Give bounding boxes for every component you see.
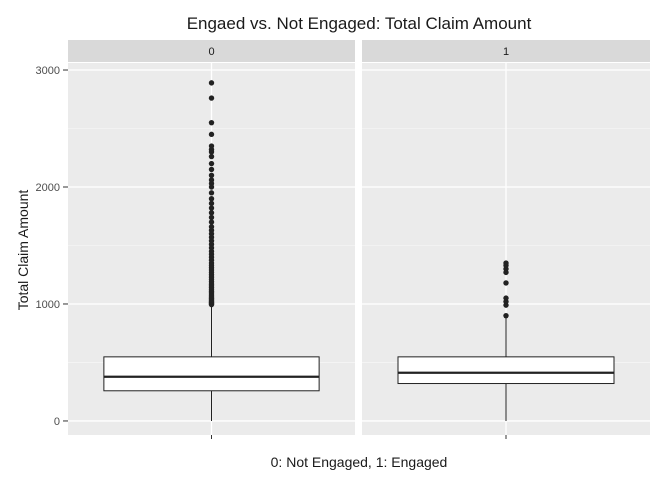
- outlier-point: [208, 210, 215, 216]
- outlier-point: [208, 160, 215, 167]
- outlier-point: [503, 280, 509, 286]
- y-tick-label: 2000: [36, 182, 60, 194]
- y-tick-label: 3000: [36, 65, 60, 77]
- facet-panel-1: 1: [362, 40, 650, 439]
- facet-strip-label: 0: [208, 46, 214, 58]
- box: [397, 356, 615, 385]
- y-axis-label: Total Claim Amount: [15, 190, 31, 311]
- chart-title: Engaed vs. Not Engaged: Total Claim Amou…: [187, 14, 532, 33]
- outlier-point: [208, 190, 215, 196]
- outlier-point: [503, 260, 509, 266]
- outlier-point: [208, 153, 215, 160]
- outlier-point: [208, 200, 215, 207]
- facet-strip: [362, 40, 650, 62]
- facet-panel-0: 0: [68, 40, 355, 439]
- outlier-point: [208, 205, 215, 211]
- outlier-point: [208, 143, 215, 149]
- outlier-point: [208, 119, 215, 126]
- outlier-point: [208, 214, 215, 221]
- outlier-point: [208, 195, 215, 202]
- y-tick-label: 1000: [36, 299, 60, 311]
- outlier-point: [208, 219, 215, 225]
- outlier-point: [503, 312, 509, 319]
- y-tick-label: 0: [54, 416, 60, 428]
- facet-strip-label: 1: [503, 46, 509, 58]
- outlier-point: [208, 166, 215, 173]
- outlier-point: [208, 177, 215, 183]
- outlier-point: [208, 80, 215, 86]
- x-axis-label: 0: Not Engaged, 1: Engaged: [271, 454, 448, 470]
- outlier-point: [208, 172, 215, 179]
- facet-strip: [68, 40, 355, 62]
- outlier-point: [208, 131, 215, 138]
- facet-panels: 0 1000 2000 3000 0 1: [36, 40, 650, 439]
- outlier-point: [208, 224, 215, 230]
- outlier-point: [208, 95, 215, 101]
- outlier-point: [503, 295, 509, 301]
- box: [103, 356, 320, 392]
